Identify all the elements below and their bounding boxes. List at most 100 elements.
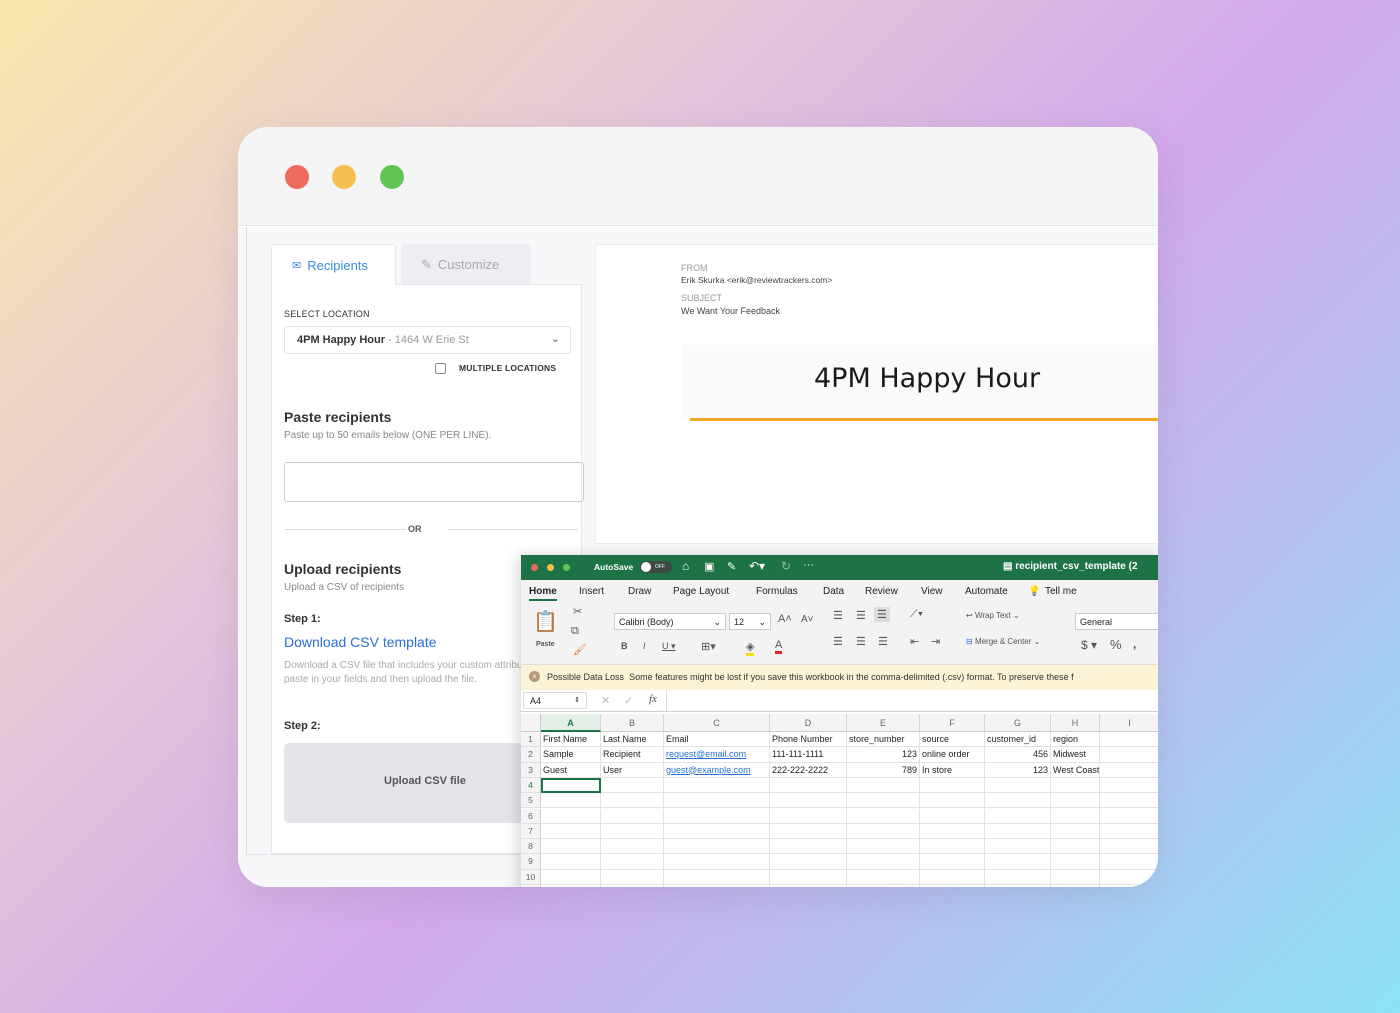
align-bottom-icon[interactable]: ☰ xyxy=(874,607,890,622)
cell[interactable] xyxy=(847,777,920,794)
font-size-select[interactable]: 12 ⌄ xyxy=(729,613,771,630)
format-painter-icon[interactable]: ✎ xyxy=(727,561,737,573)
cell[interactable] xyxy=(770,839,847,855)
cell[interactable] xyxy=(920,808,985,824)
cell[interactable]: Sample xyxy=(541,747,601,763)
cell[interactable] xyxy=(770,793,847,809)
number-format-select[interactable]: General xyxy=(1075,613,1158,630)
row-header[interactable]: 2 xyxy=(521,747,541,763)
row-header[interactable]: 3 xyxy=(521,762,541,778)
column-header[interactable]: F xyxy=(920,714,985,732)
ribbon-tab-draw[interactable]: Draw xyxy=(628,586,652,597)
cell[interactable] xyxy=(985,808,1051,824)
cell[interactable]: guest@example.com xyxy=(664,762,770,778)
row-header[interactable]: 6 xyxy=(521,808,541,824)
cell[interactable] xyxy=(985,793,1051,809)
increase-font-icon[interactable]: A˄ xyxy=(778,613,792,625)
column-header[interactable]: B xyxy=(601,714,664,732)
cell[interactable] xyxy=(985,869,1051,885)
cell[interactable] xyxy=(985,823,1051,840)
cell[interactable]: 111-111-1111 xyxy=(770,747,847,763)
ribbon-tab-home[interactable]: Home xyxy=(529,586,557,601)
cell[interactable] xyxy=(847,869,920,885)
ribbon-tab-page-layout[interactable]: Page Layout xyxy=(673,586,730,597)
cell[interactable] xyxy=(770,808,847,824)
bold-icon[interactable]: B xyxy=(621,641,628,651)
cell[interactable]: region xyxy=(1051,732,1100,748)
cell[interactable] xyxy=(920,793,985,809)
more-icon[interactable]: ··· xyxy=(803,559,814,571)
cell[interactable] xyxy=(1100,839,1158,855)
cell[interactable] xyxy=(541,808,601,824)
cell[interactable] xyxy=(985,777,1051,794)
comma-icon[interactable]: , xyxy=(1133,637,1137,651)
paste-icon[interactable]: 📋 xyxy=(533,611,558,633)
cell[interactable]: source xyxy=(920,732,985,748)
ribbon-tab-insert[interactable]: Insert xyxy=(579,586,605,597)
wrap-text-button[interactable]: ↩ Wrap Text ⌄ xyxy=(966,611,1020,620)
decrease-indent-icon[interactable]: ⇤ xyxy=(910,636,920,648)
cell[interactable] xyxy=(1100,747,1158,763)
cell[interactable] xyxy=(1051,885,1100,887)
active-cell[interactable] xyxy=(541,777,601,794)
column-header[interactable]: A xyxy=(541,714,601,732)
cell[interactable] xyxy=(664,808,770,824)
home-icon[interactable]: ⌂ xyxy=(682,559,690,573)
tab-customize[interactable]: ✎ Customize xyxy=(401,244,531,285)
download-csv-link[interactable]: Download CSV template xyxy=(284,634,437,650)
cell[interactable] xyxy=(770,854,847,870)
cell[interactable] xyxy=(541,793,601,809)
borders-icon[interactable]: ⊞▾ xyxy=(701,641,716,653)
cell[interactable] xyxy=(664,854,770,870)
cell[interactable] xyxy=(664,823,770,840)
cell[interactable] xyxy=(1051,823,1100,840)
cell[interactable]: User xyxy=(601,762,664,778)
currency-icon[interactable]: $ ▾ xyxy=(1081,638,1098,652)
cell[interactable] xyxy=(1100,793,1158,809)
cell[interactable] xyxy=(664,777,770,794)
cell[interactable] xyxy=(847,885,920,887)
row-header[interactable]: 8 xyxy=(521,839,541,855)
cell[interactable] xyxy=(770,823,847,840)
underline-icon[interactable]: U ▾ xyxy=(662,641,676,651)
ribbon-tab-view[interactable]: View xyxy=(921,586,943,597)
ribbon-tab-formulas[interactable]: Formulas xyxy=(756,586,798,597)
font-color-icon[interactable]: A xyxy=(775,639,783,654)
fill-color-icon[interactable]: ◈ xyxy=(746,640,755,656)
cell[interactable] xyxy=(920,854,985,870)
select-all-corner[interactable] xyxy=(521,714,541,732)
cell[interactable] xyxy=(601,823,664,840)
cell[interactable] xyxy=(601,777,664,794)
column-header[interactable]: I xyxy=(1100,714,1158,732)
cell[interactable]: In store xyxy=(920,762,985,778)
cell[interactable] xyxy=(847,793,920,809)
close-button[interactable] xyxy=(285,165,309,189)
location-select[interactable]: 4PM Happy Hour - 1464 W Erie St ⌄ xyxy=(284,326,571,354)
paste-textarea[interactable] xyxy=(284,462,584,502)
cell[interactable] xyxy=(601,869,664,885)
name-box[interactable]: A4 ⇕ xyxy=(523,692,587,709)
cell[interactable]: 123 xyxy=(847,747,920,763)
ribbon-tab-data[interactable]: Data xyxy=(823,586,845,597)
cell[interactable] xyxy=(601,885,664,887)
column-header[interactable]: H xyxy=(1051,714,1100,732)
ribbon-tab-automate[interactable]: Automate xyxy=(965,586,1008,597)
close-button[interactable] xyxy=(531,564,538,571)
cell[interactable] xyxy=(1100,854,1158,870)
align-right-icon[interactable]: ☰ xyxy=(878,636,888,648)
cell[interactable] xyxy=(1100,809,1158,824)
percent-icon[interactable]: % xyxy=(1110,637,1122,652)
cell[interactable] xyxy=(541,869,601,885)
cell[interactable] xyxy=(1100,885,1158,887)
redo-icon[interactable]: ↻ xyxy=(781,559,792,573)
cell[interactable] xyxy=(1051,854,1100,870)
merge-center-button[interactable]: ⊟ Merge & Center ⌄ xyxy=(966,637,1041,646)
cell[interactable] xyxy=(770,885,847,887)
align-top-icon[interactable]: ☰ xyxy=(833,610,843,622)
undo-icon[interactable]: ↶▾ xyxy=(749,559,766,573)
cell[interactable]: Recipient xyxy=(601,747,664,763)
italic-icon[interactable]: I xyxy=(643,641,646,651)
maximize-button[interactable] xyxy=(563,564,570,571)
align-center-icon[interactable]: ☰ xyxy=(856,636,866,648)
cell[interactable] xyxy=(601,793,664,809)
